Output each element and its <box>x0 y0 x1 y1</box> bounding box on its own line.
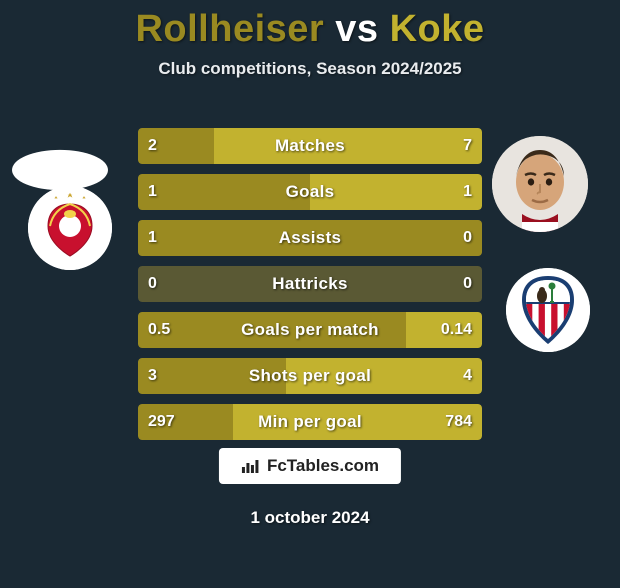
site-badge: FcTables.com <box>219 448 401 484</box>
stat-row: 10Assists <box>138 220 482 256</box>
benfica-shield-icon <box>28 186 112 270</box>
atletico-shield-icon <box>506 268 590 352</box>
player-photo-icon <box>492 136 588 232</box>
stat-label: Goals per match <box>138 312 482 348</box>
player2-avatar <box>492 136 588 232</box>
site-name: FcTables.com <box>267 456 379 476</box>
stat-label: Matches <box>138 128 482 164</box>
stat-row: 34Shots per goal <box>138 358 482 394</box>
stat-label: Shots per goal <box>138 358 482 394</box>
stat-row: 297784Min per goal <box>138 404 482 440</box>
player2-name: Koke <box>390 8 485 50</box>
subtitle: Club competitions, Season 2024/2025 <box>0 59 620 79</box>
stat-row: 00Hattricks <box>138 266 482 302</box>
stat-label: Goals <box>138 174 482 210</box>
stat-bars: 27Matches 11Goals 10Assists 00Hattricks 0.50… <box>138 128 482 450</box>
stat-row: 11Goals <box>138 174 482 210</box>
player1-club-logo <box>28 186 112 270</box>
stat-label: Min per goal <box>138 404 482 440</box>
comparison-title: Rollheiser vs Koke <box>0 8 620 51</box>
footer-date: 1 october 2024 <box>0 508 620 528</box>
stat-row: 27Matches <box>138 128 482 164</box>
stat-label: Assists <box>138 220 482 256</box>
player2-club-logo <box>506 268 590 352</box>
vs-text: vs <box>335 8 378 50</box>
stat-label: Hattricks <box>138 266 482 302</box>
player1-name: Rollheiser <box>135 8 324 50</box>
chart-icon <box>241 458 261 474</box>
stat-row: 0.50.14Goals per match <box>138 312 482 348</box>
player1-avatar <box>12 150 108 190</box>
